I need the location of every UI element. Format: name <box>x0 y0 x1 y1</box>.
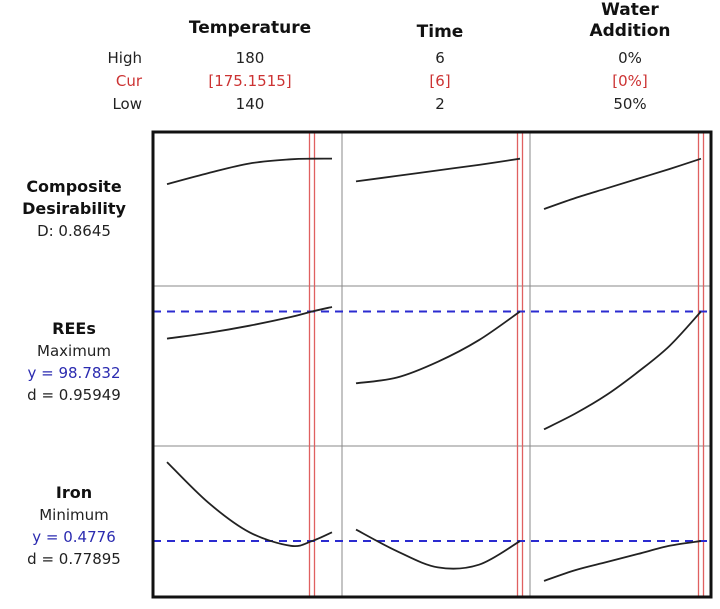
curve-rees-vs-time <box>355 310 521 385</box>
curve-rees-vs-temperature <box>166 306 333 340</box>
cur-label: Cur <box>115 72 142 90</box>
temperature-cur-value: [175.1515] <box>208 72 292 90</box>
water-low-value: 50% <box>613 95 647 113</box>
factor-name-water-line2: Addition <box>589 21 671 41</box>
factor-name-water-addition: Water Addition <box>555 0 705 42</box>
water-high-value: 0% <box>618 49 642 67</box>
water-cur-value: [0%] <box>612 72 648 90</box>
factor-name-temperature: Temperature <box>175 18 325 39</box>
curve-composite-desirability-vs-time <box>355 157 521 183</box>
curve-rees-vs-water-addition <box>543 310 702 431</box>
response-composite-metric: D: 0.8645 <box>37 222 111 240</box>
factor-name-time-line1: Time <box>416 22 464 42</box>
response-composite-desirability: Composite Desirability D: 0.8645 <box>0 176 148 242</box>
factor-name-time: Time <box>365 22 515 43</box>
response-composite-line2: Desirability <box>22 199 126 218</box>
response-rees-name: REEs <box>52 319 96 338</box>
curve-iron-vs-water-addition <box>543 540 702 582</box>
response-iron: Iron Minimum y = 0.4776 d = 0.77895 <box>0 482 148 570</box>
response-composite-line1: Composite <box>26 177 122 196</box>
response-iron-goal: Minimum <box>39 506 109 524</box>
high-label: High <box>107 49 142 67</box>
curve-iron-vs-temperature <box>166 461 333 548</box>
time-cur-value: [6] <box>429 72 451 90</box>
factor-name-temperature-line1: Temperature <box>188 18 312 38</box>
response-iron-name: Iron <box>55 483 93 502</box>
response-rees-metric: d = 0.95949 <box>27 386 121 404</box>
response-rees-goal: Maximum <box>37 342 111 360</box>
response-iron-metric: d = 0.77895 <box>27 550 121 568</box>
response-iron-y: y = 0.4776 <box>32 528 116 546</box>
response-rees: REEs Maximum y = 98.7832 d = 0.95949 <box>0 318 148 406</box>
plot-frame <box>151 130 713 599</box>
curve-composite-desirability-vs-water-addition <box>543 157 702 210</box>
temperature-high-value: 180 <box>235 49 265 67</box>
temperature-low-value: 140 <box>235 95 265 113</box>
factor-name-water-line1: Water <box>601 0 659 20</box>
curve-composite-desirability-vs-temperature <box>166 157 333 186</box>
time-high-value: 6 <box>435 49 445 67</box>
low-label: Low <box>112 95 142 113</box>
curve-iron-vs-time <box>355 528 521 570</box>
time-low-value: 2 <box>435 95 445 113</box>
response-rees-y: y = 98.7832 <box>27 364 121 382</box>
